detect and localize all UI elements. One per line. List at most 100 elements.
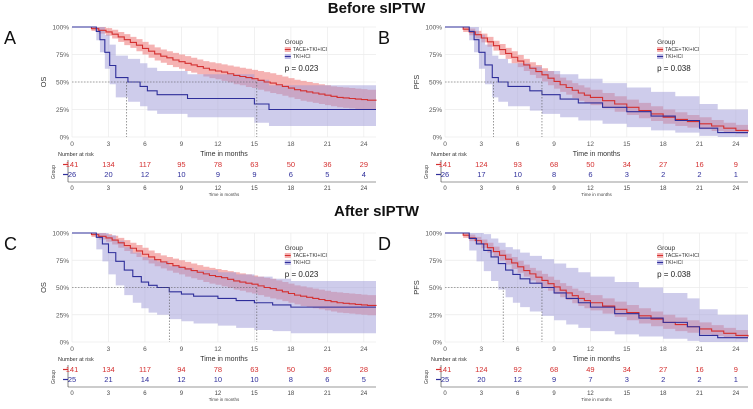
panel-a-ytick-label: 50% (56, 80, 69, 87)
panel-c-legend-title: Group (285, 245, 303, 252)
panel-b-legend-entry: TKI+ICI (665, 54, 683, 60)
panel-b-ytick-label: 100% (425, 25, 442, 32)
panel-b-xlabel: Time in months (573, 151, 621, 158)
panel-d-risk-value: 12 (514, 375, 522, 384)
panel-d-risk-xtick-label: 6 (516, 391, 520, 397)
panel-d-risk-value: 124 (475, 365, 488, 374)
panel-d-risk-value: 1 (734, 375, 738, 384)
panel-b-risk-xtick-label: 15 (623, 186, 630, 192)
panel-c-risk-value: 134 (102, 365, 115, 374)
panel-a-legend-title: Group (285, 39, 303, 46)
panel-b-risk-value: 17 (477, 170, 485, 179)
panel-b-risk-xtick-label: 12 (587, 186, 594, 192)
panel-a-risk-value: 9 (252, 170, 256, 179)
panel-a-risk-value: 5 (325, 170, 329, 179)
panel-a-xtick-label: 24 (360, 141, 368, 148)
panel-d-risk-title: Number at risk (431, 357, 467, 363)
panel-c-ylabel: OS (39, 282, 48, 293)
panel-d-xlabel: Time in months (573, 356, 621, 363)
panel-b-pvalue: p = 0.038 (657, 64, 691, 73)
panel-d-risk-ylabel: Group (424, 370, 430, 384)
panel-a-xtick-label: 21 (324, 141, 332, 148)
panel-d-ytick-label: 75% (429, 258, 442, 265)
panel-b-risk-value: 2 (661, 170, 665, 179)
panel-d-legend-title: Group (657, 245, 675, 252)
panel-b-curve-tace-tki-ici (445, 26, 749, 132)
panel-c-xtick-label: 6 (143, 346, 147, 353)
panel-a-risk-ylabel: Group (51, 165, 57, 179)
panel-c-risk-xtick-label: 6 (143, 391, 147, 397)
panel-a-risk-xtick-label: 21 (324, 186, 331, 192)
panel-d-risk-value: 49 (586, 365, 594, 374)
panel-a-risk-value: 63 (250, 160, 258, 169)
panel-a-risk-value: 78 (214, 160, 222, 169)
panel-a-xtick-label: 6 (143, 141, 147, 148)
panel-d-risk-xtick-label: 21 (696, 391, 703, 397)
panel-c-risk-value: 14 (141, 375, 149, 384)
panel-d-risk-xtick-label: 12 (587, 391, 594, 397)
panel-b-ylabel: PFS (412, 75, 421, 90)
panel-d-curve-tace-tki-ici (445, 232, 749, 337)
panel-d-risk-value: 141 (439, 365, 452, 374)
panel-d-legend-entry: TKI+ICI (665, 260, 683, 266)
panel-c-risk-value: 6 (325, 375, 329, 384)
panel-a-risk-title: Number at risk (58, 152, 94, 158)
panel-a-risk-xtick-label: 18 (288, 186, 295, 192)
panel-a-xtick-label: 12 (214, 141, 222, 148)
panel-d-risk-value: 7 (588, 375, 592, 384)
panel-b-xtick-label: 21 (696, 141, 704, 148)
panel-b-curve-tki-ici (445, 26, 748, 134)
panel-d-xtick-label: 6 (516, 346, 520, 353)
panel-a-ytick-label: 25% (56, 107, 69, 114)
panel-c-legend-entry: TACE+TKI+ICI (293, 253, 327, 259)
panel-d-xtick-label: 9 (552, 346, 556, 353)
panel-d-risk-value: 9 (552, 375, 556, 384)
panel-a-risk-value: 29 (360, 160, 368, 169)
panel-b-xtick-label: 24 (732, 141, 740, 148)
panel-d-ylabel: PFS (412, 280, 421, 295)
panel-a-risk-value: 6 (289, 170, 293, 179)
panel-c-risk-value: 117 (139, 365, 151, 374)
panel-a-risk-value: 50 (287, 160, 295, 169)
panel-d-risk-value: 9 (734, 365, 738, 374)
panel-a-risk-value: 117 (139, 160, 151, 169)
panel-d-risk-value: 2 (661, 375, 665, 384)
panel-b-xtick-label: 0 (443, 141, 447, 148)
panel-d-risk-value: 16 (695, 365, 703, 374)
panel-a-risk-xtick-label: 0 (70, 186, 74, 192)
panel-c-risk-value: 5 (362, 375, 366, 384)
panel-a-xtick-label: 9 (180, 141, 184, 148)
panel-d-xtick-label: 3 (480, 346, 484, 353)
panel-c-xtick-label: 24 (360, 346, 368, 353)
panel-b-xtick-label: 15 (623, 141, 631, 148)
panel-c-risk-value: 12 (177, 375, 185, 384)
panel-a-xtick-label: 3 (107, 141, 111, 148)
panel-b-risk-value: 141 (439, 160, 452, 169)
panel-d-xtick-label: 12 (587, 346, 595, 353)
panel-c-risk-value: 141 (66, 365, 79, 374)
panel-b-risk-value: 68 (550, 160, 558, 169)
panel-c-pvalue: p = 0.023 (285, 270, 319, 279)
panel-d-risk-xtick-label: 9 (552, 391, 556, 397)
panel-b-xtick-label: 18 (660, 141, 668, 148)
panel-b-risk-value: 8 (552, 170, 556, 179)
panel-c-risk-value: 10 (214, 375, 222, 384)
panel-c-risk-value: 78 (214, 365, 222, 374)
panel-b-xtick-label: 6 (516, 141, 520, 148)
panel-b-xtick-label: 9 (552, 141, 556, 148)
panel-c-label: C (4, 234, 17, 254)
panel-c-risk-value: 50 (287, 365, 295, 374)
panel-c-risk-xtick-label: 18 (288, 391, 295, 397)
panel-d-risk-value: 34 (623, 365, 631, 374)
panel-c-risk-value: 25 (68, 375, 76, 384)
panel-b-risk-value: 50 (586, 160, 594, 169)
panel-c-risk-xtick-label: 21 (324, 391, 331, 397)
panel-b-ytick-label: 75% (429, 52, 442, 59)
panel-d-ytick-label: 25% (429, 312, 442, 319)
panel-d-risk-value: 92 (514, 365, 522, 374)
panel-d-risk-value: 3 (625, 375, 629, 384)
panel-d-risk-xlabel: Time in months (581, 397, 612, 402)
panel-d-xtick-label: 18 (660, 346, 668, 353)
panel-a-ytick-label: 100% (52, 25, 69, 32)
